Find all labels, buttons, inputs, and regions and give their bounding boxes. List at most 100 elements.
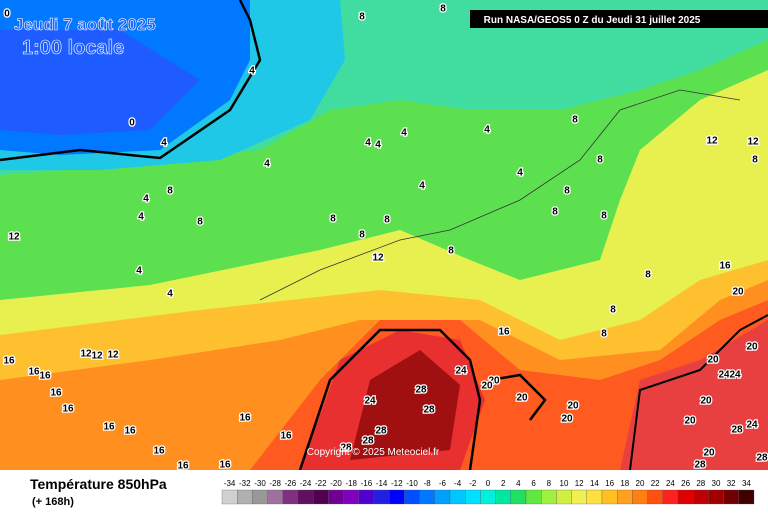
isotherm-label: 8 (645, 270, 651, 281)
footer-title: Température 850hPa (30, 476, 167, 492)
legend-label: -34 (224, 479, 236, 488)
legend-swatch (328, 489, 344, 505)
legend-label: 8 (547, 479, 552, 488)
legend-label: -20 (330, 479, 342, 488)
legend-swatch (434, 489, 451, 505)
legend-swatch (267, 489, 283, 505)
copyright: Copyright © 2025 Meteociel.fr (307, 447, 440, 458)
isotherm-label: 12 (107, 350, 119, 361)
isotherm-label: 4 (167, 289, 173, 300)
legend-label: 20 (636, 479, 645, 488)
isotherm-label: 24 (364, 396, 376, 407)
isotherm-label: 16 (62, 404, 74, 415)
isotherm-label: 4 (136, 266, 142, 277)
isotherm-label: 28 (362, 436, 374, 447)
isotherm-label: 16 (28, 367, 40, 378)
legend-swatch (693, 489, 709, 505)
isotherm-label: 20 (700, 396, 712, 407)
legend-swatch (632, 489, 648, 505)
isotherm-label: 0 (4, 9, 10, 20)
isotherm-label: 16 (498, 327, 510, 338)
isotherm-label: 8 (167, 186, 173, 197)
color-legend: -34 -32 -30 -28 -26 -24 -22 -20 -18 -16 -14 -12 -10-… (221, 479, 755, 505)
legend-swatch (617, 489, 633, 505)
legend-swatch (373, 489, 390, 505)
isotherm-label: 8 (359, 230, 365, 241)
legend-label: 34 (742, 479, 751, 488)
isotherm-label: 20 (732, 287, 744, 298)
isotherm-label: 20 (567, 401, 579, 412)
legend-swatch (313, 489, 329, 505)
isotherm-label: 8 (572, 115, 578, 126)
isotherm-label: 16 (3, 356, 15, 367)
legend-swatch (297, 489, 314, 505)
legend-swatch (541, 489, 557, 505)
run-box (470, 10, 768, 28)
isotherm-label: 12 (8, 232, 20, 243)
isotherm-label: 16 (239, 413, 251, 424)
legend-swatch (586, 489, 603, 505)
legend-label: -28 (269, 479, 281, 488)
legend-label: -32 (239, 479, 251, 488)
legend-swatch (662, 489, 679, 505)
isotherm-label: 20 (703, 448, 715, 459)
isotherm-label: 8 (610, 305, 616, 316)
legend-label: 16 (605, 479, 614, 488)
legend-swatch (495, 489, 511, 505)
legend-swatch (237, 489, 253, 505)
legend-label: 6 (531, 479, 536, 488)
legend-label: -6 (439, 479, 447, 488)
isotherm-label: 20 (707, 355, 719, 366)
legend-swatch (510, 489, 527, 505)
isotherm-label: 20 (746, 342, 758, 353)
legend-swatch (571, 489, 587, 505)
legend-swatch (677, 489, 694, 505)
legend-label: 18 (620, 479, 629, 488)
temperature-fields (0, 0, 768, 471)
isotherm-label: 16 (124, 426, 136, 437)
isotherm-label: 24 (455, 366, 467, 377)
legend-label: -26 (285, 479, 297, 488)
legend-label: 12 (575, 479, 584, 488)
isotherm-label: 28 (423, 405, 435, 416)
legend-swatch (419, 489, 435, 505)
legend-swatch (404, 489, 420, 505)
isotherm-label: 28 (415, 385, 427, 396)
isotherm-label: 4 (143, 194, 149, 205)
isotherm-label: 12 (372, 253, 384, 264)
isotherm-label: 8 (597, 155, 603, 166)
isotherm-label: 16 (719, 261, 731, 272)
isotherm-label: 24 (718, 370, 730, 381)
isotherm-label: 24 (746, 420, 758, 431)
isotherm-label: 4 (161, 138, 167, 149)
legend-swatch (221, 489, 238, 505)
legend-label: -22 (315, 479, 327, 488)
isotherm-label: 4 (484, 125, 490, 136)
isotherm-label: 28 (340, 443, 352, 454)
isotherm-label: 4 (249, 66, 255, 77)
legend-swatch (465, 489, 481, 505)
legend-label: 24 (666, 479, 675, 488)
legend-label: -4 (454, 479, 462, 488)
legend-swatch (343, 489, 359, 505)
isotherm-label: 28 (694, 460, 706, 471)
isotherm-label: 8 (601, 329, 607, 340)
legend-swatch (647, 489, 663, 505)
isotherm-label: 20 (516, 393, 528, 404)
legend-swatch (449, 489, 466, 505)
legend-swatch (282, 489, 299, 505)
isotherm-label: 0 (129, 118, 135, 129)
isotherm-label: 16 (103, 422, 115, 433)
legend-swatch (358, 489, 375, 505)
legend-label: -16 (361, 479, 373, 488)
isotherm-label: 20 (561, 414, 573, 425)
legend-swatch (389, 489, 405, 505)
legend-swatch (723, 489, 739, 505)
run-info: Run NASA/GEOS5 0 Z du Jeudi 31 juillet 2… (484, 15, 701, 26)
legend-label: 30 (712, 479, 721, 488)
isotherm-label: 4 (365, 138, 371, 149)
isotherm-label: 28 (756, 453, 768, 464)
isotherm-label: 8 (448, 246, 454, 257)
legend-label: -10 (406, 479, 418, 488)
